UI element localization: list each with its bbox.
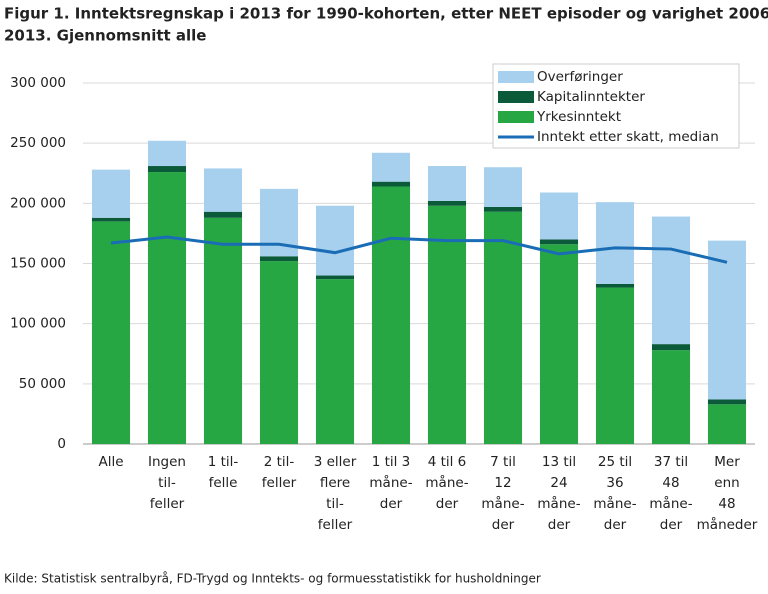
- bar-segment: [707, 240, 747, 400]
- bar-segment: [147, 140, 187, 167]
- x-tick-label: enn: [714, 475, 739, 491]
- bar-segment: [147, 172, 187, 444]
- x-tick-label: 7 til: [490, 454, 516, 470]
- bar-segment: [203, 168, 243, 212]
- x-tick-label: 48: [718, 496, 735, 512]
- bar-segment: [651, 344, 691, 351]
- bar-segment: [315, 279, 355, 444]
- bar-segment: [595, 202, 635, 284]
- legend-swatch: [498, 91, 534, 103]
- x-tick-label: 37 til: [654, 454, 688, 470]
- x-tick-label: feller: [318, 517, 353, 533]
- legend-label: Overføringer: [537, 69, 623, 85]
- x-tick-label: 4 til 6: [428, 454, 467, 470]
- bar-segment: [707, 399, 747, 405]
- x-tick-label: til-: [158, 475, 176, 491]
- bar-segment: [259, 261, 299, 444]
- x-tick-label: 12: [494, 475, 511, 491]
- x-tick-label: 2 til-: [264, 454, 295, 470]
- y-tick-label: 50 000: [19, 376, 66, 392]
- y-tick-label: 100 000: [10, 316, 66, 332]
- bar-segment: [651, 350, 691, 444]
- bar-segment: [371, 152, 411, 182]
- x-tick-label: måne-: [649, 495, 692, 512]
- median-line: [110, 235, 728, 264]
- x-tick-label: felle: [209, 475, 238, 491]
- x-tick-label: 1 til-: [208, 454, 239, 470]
- x-tick-label: feller: [150, 496, 185, 512]
- legend-swatch: [498, 111, 534, 123]
- x-tick-label: til-: [326, 496, 344, 512]
- bar-segment: [707, 404, 747, 444]
- y-tick-label: 0: [57, 436, 66, 452]
- bar-segment: [595, 287, 635, 444]
- bar-segment: [91, 169, 131, 218]
- legend-label: Yrkesinntekt: [536, 109, 621, 125]
- legend-swatch: [498, 71, 534, 83]
- bar-segment: [203, 211, 243, 218]
- y-tick-label: 300 000: [10, 75, 66, 91]
- x-tick-label: der: [660, 517, 683, 533]
- bar-segment: [595, 283, 635, 288]
- x-tick-label: Mer: [714, 454, 740, 470]
- bar-segment: [315, 275, 355, 280]
- bar-segment: [483, 211, 523, 444]
- x-tick-label: flere: [320, 475, 350, 491]
- chart-title: 2013. Gjennomsnitt alle: [4, 27, 206, 45]
- bar-segment: [483, 206, 523, 212]
- bar-segment: [427, 166, 467, 201]
- y-tick-label: 200 000: [10, 195, 66, 211]
- bar-segment: [539, 244, 579, 444]
- x-tick-label: 24: [550, 475, 567, 491]
- bar-segment: [91, 217, 131, 222]
- bar-segment: [651, 216, 691, 345]
- x-tick-label: måneder: [697, 516, 758, 533]
- bar-segment: [371, 181, 411, 187]
- bar-segment: [483, 167, 523, 207]
- bar-segment: [147, 166, 187, 173]
- x-tick-label: måne-: [369, 474, 412, 491]
- x-tick-label: 25 til: [598, 454, 632, 470]
- x-tick-label: 3 eller: [314, 454, 357, 470]
- x-tick-label: feller: [262, 475, 297, 491]
- bar-segment: [539, 192, 579, 240]
- x-tick-label: der: [492, 517, 515, 533]
- legend-label: Kapitalinntekter: [537, 89, 645, 105]
- x-tick-label: måne-: [481, 495, 524, 512]
- x-tick-label: Ingen: [148, 454, 186, 470]
- x-tick-label: 13 til: [542, 454, 576, 470]
- x-tick-label: 1 til 3: [372, 454, 411, 470]
- bar-segment: [203, 217, 243, 444]
- bar-segment: [315, 205, 355, 276]
- source: Kilde: Statistisk sentralbyrå, FD-Trygd …: [4, 572, 541, 586]
- x-tick-label: 36: [606, 475, 623, 491]
- x-tick-label: der: [548, 517, 571, 533]
- x-tick-label: der: [436, 496, 459, 512]
- x-tick-label: måne-: [537, 495, 580, 512]
- bar-segment: [259, 256, 299, 262]
- legend-label: Inntekt etter skatt, median: [537, 129, 719, 145]
- bar-segment: [539, 239, 579, 245]
- bar-segment: [91, 221, 131, 444]
- x-tick-label: måne-: [425, 474, 468, 491]
- x-tick-label: 48: [662, 475, 679, 491]
- y-tick-label: 250 000: [10, 135, 66, 151]
- bar-segment: [371, 186, 411, 444]
- x-tick-label: der: [380, 496, 403, 512]
- bar-segment: [427, 200, 467, 206]
- chart-title: Figur 1. Inntektsregnskap i 2013 for 199…: [4, 5, 768, 23]
- x-tick-label: der: [604, 517, 627, 533]
- bar-segment: [427, 205, 467, 444]
- x-tick-label: måne-: [593, 495, 636, 512]
- x-tick-label: Alle: [98, 454, 123, 470]
- y-tick-label: 150 000: [10, 256, 66, 272]
